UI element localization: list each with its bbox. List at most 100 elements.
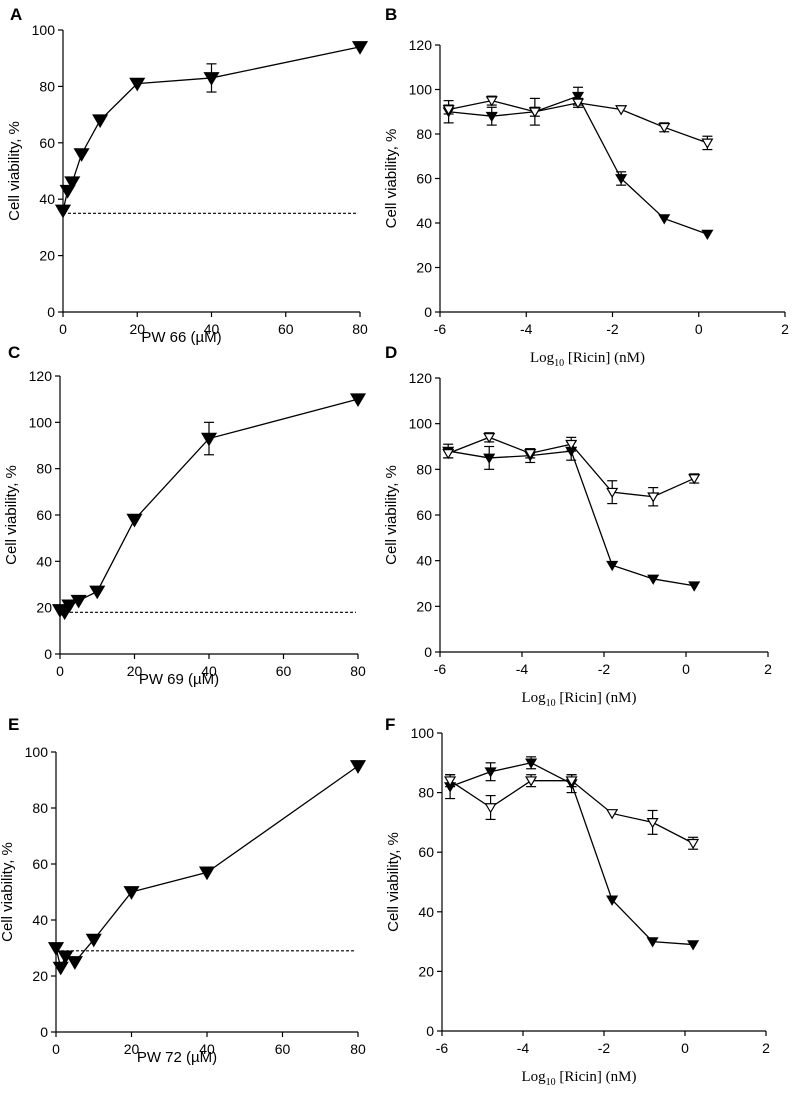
- data-point-filled-triangle: [59, 184, 76, 199]
- series-ricin-compound: [444, 774, 700, 850]
- data-point-filled-triangle: [70, 594, 87, 609]
- y-tick-label: 20: [36, 600, 52, 616]
- data-point-open-triangle: [606, 809, 619, 820]
- panel-a: A 0 20 40 60 80 100 0 20 40 60 80 Cell viability, % P…: [6, 5, 369, 346]
- data-point-open-triangle: [444, 776, 457, 787]
- y-tick-label: 80: [39, 78, 55, 94]
- x-tick-label: 80: [350, 663, 366, 679]
- x-tick-label: 40: [201, 663, 217, 679]
- x-tick-label: 2: [764, 661, 772, 677]
- x-tick-label: 20: [124, 1041, 140, 1057]
- x-axis-title-main: Log: [522, 1069, 547, 1085]
- y-tick-label: 80: [416, 126, 432, 142]
- series-line: [448, 450, 695, 587]
- x-tick-label: 60: [275, 1041, 291, 1057]
- data-point-filled-triangle: [123, 886, 140, 900]
- data-point-filled-triangle: [54, 204, 72, 219]
- x-axis-title-rest: [Ricin] (nM): [564, 350, 645, 366]
- y-tick-label: 0: [424, 644, 432, 660]
- x-tick-label: 0: [681, 1040, 689, 1056]
- series-ricin-compound: [442, 95, 714, 151]
- panel-e: E 0 20 40 60 80 100 0 20 40 60 80 Cell viability, % P…: [0, 715, 367, 1066]
- y-tick-label: 100: [411, 725, 435, 741]
- x-tick-label: 60: [276, 663, 292, 679]
- data-point-filled-triangle: [658, 214, 671, 225]
- data-point-filled-triangle: [525, 758, 538, 769]
- y-tick-label: 60: [416, 171, 432, 187]
- y-tick-label: 40: [416, 553, 432, 569]
- data-point-filled-triangle: [85, 933, 102, 948]
- data-point-open-triangle: [615, 105, 628, 116]
- data-point-open-triangle: [647, 492, 660, 503]
- data-point-filled-triangle: [571, 91, 585, 103]
- x-tick-label: -2: [606, 321, 619, 337]
- data-point-open-triangle: [483, 433, 496, 444]
- series-line: [448, 95, 708, 235]
- y-tick-label: 0: [40, 1024, 48, 1040]
- y-tick-label: 40: [418, 904, 434, 920]
- x-tick-label: -6: [436, 1040, 449, 1056]
- y-tick-label: 0: [424, 304, 432, 320]
- y-axis-title: Cell viability, %: [383, 465, 400, 565]
- series-pw-66: [54, 41, 369, 219]
- y-axis-title: Cell viability, %: [385, 832, 402, 932]
- data-point-open-triangle: [484, 803, 497, 814]
- x-axis-title: Log10 [Ricin] (nM): [530, 350, 645, 369]
- x-axis-title-subscript: 10: [546, 1077, 556, 1088]
- y-tick-label: 60: [32, 856, 48, 872]
- data-point-open-triangle: [528, 107, 541, 118]
- y-tick-label: 20: [416, 598, 432, 614]
- data-point-filled-triangle: [485, 111, 498, 123]
- panel-letter: D: [385, 343, 397, 362]
- y-tick-label: 120: [29, 368, 53, 384]
- x-tick-label: 0: [52, 1041, 60, 1057]
- x-axis-title-subscript: 10: [546, 698, 556, 709]
- panel-letter: C: [8, 343, 20, 362]
- panel-letter: A: [10, 5, 22, 24]
- y-axis-title: Cell viability, %: [0, 842, 16, 942]
- data-point-open-triangle: [442, 449, 455, 460]
- y-tick-label: 40: [36, 553, 52, 569]
- data-point-open-triangle: [687, 838, 700, 850]
- x-tick-label: 0: [695, 321, 703, 337]
- y-tick-label: 100: [32, 22, 56, 38]
- y-tick-label: 80: [36, 461, 52, 477]
- data-point-open-triangle: [571, 98, 585, 109]
- data-point-open-triangle: [442, 105, 455, 116]
- data-point-filled-triangle: [606, 895, 619, 906]
- y-tick-label: 0: [44, 646, 52, 662]
- x-tick-label: 0: [56, 663, 64, 679]
- x-tick-label: -2: [598, 1040, 611, 1056]
- data-point-filled-triangle: [647, 574, 660, 585]
- data-point-filled-triangle: [92, 114, 109, 129]
- series-ricin-compound: [442, 432, 701, 507]
- data-point-filled-triangle: [701, 229, 714, 241]
- x-tick-label: 80: [352, 321, 368, 337]
- data-point-filled-triangle: [200, 432, 218, 447]
- x-axis-title: PW 69 (µM): [139, 671, 219, 688]
- x-axis-title-rest: [Ricin] (nM): [556, 1069, 637, 1085]
- data-point-filled-triangle: [198, 866, 216, 881]
- data-point-filled-triangle: [606, 560, 619, 572]
- y-tick-label: 40: [32, 912, 48, 928]
- x-axis-title: PW 66 (µM): [141, 329, 221, 346]
- data-point-filled-triangle: [47, 942, 65, 956]
- panel-b: B 0 20 40 60 80 100 120 -6 -4 -2 0 2 Cell viability, …: [383, 5, 789, 369]
- data-point-filled-triangle: [126, 513, 143, 528]
- y-tick-label: 20: [416, 260, 432, 276]
- data-point-filled-triangle: [483, 453, 496, 464]
- x-tick-label: 20: [129, 321, 145, 337]
- data-point-filled-triangle: [349, 393, 367, 408]
- x-axis-title-subscript: 10: [554, 358, 564, 369]
- data-point-filled-triangle: [688, 581, 701, 592]
- panel-d: D 0 20 40 60 80 100 120 -6 -4 -2 0 2 Cell viability, …: [383, 343, 772, 709]
- data-point-filled-triangle: [129, 77, 146, 92]
- y-tick-label: 40: [39, 191, 55, 207]
- x-axis-title-rest: [Ricin] (nM): [556, 690, 637, 706]
- y-tick-label: 100: [409, 416, 433, 432]
- x-tick-label: 0: [682, 661, 690, 677]
- x-tick-label: 80: [350, 1041, 366, 1057]
- x-tick-label: 40: [199, 1041, 215, 1057]
- y-tick-label: 60: [418, 844, 434, 860]
- data-point-open-triangle: [524, 449, 537, 460]
